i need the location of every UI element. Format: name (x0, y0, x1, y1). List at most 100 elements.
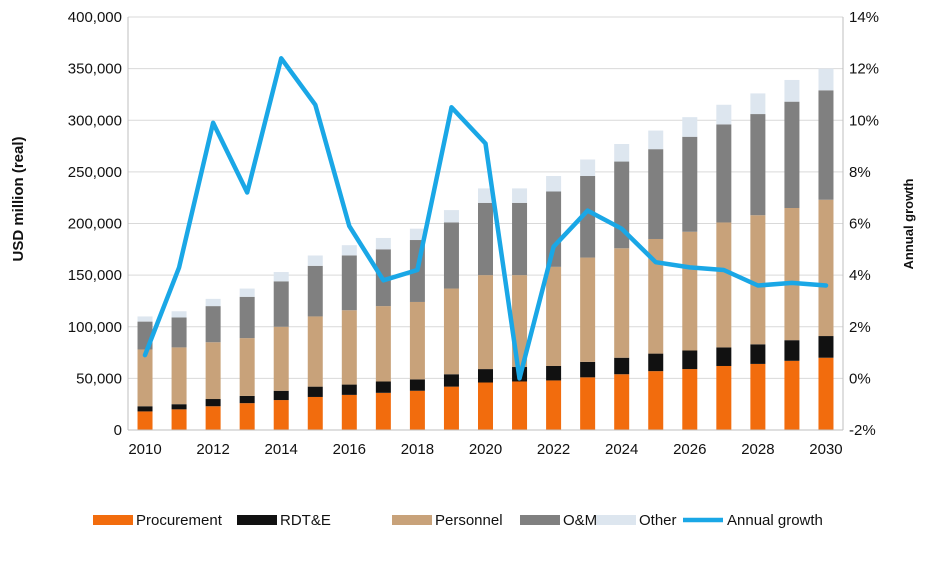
bar-other (648, 130, 664, 150)
bar-rdt-e (716, 347, 732, 366)
legend-label: RDT&E (280, 512, 331, 529)
bar-rdt-e (614, 357, 630, 375)
bar-personnel (648, 238, 664, 354)
y-tick-label: 100,000 (68, 319, 122, 336)
legend-item-o-m: O&M (520, 512, 597, 529)
x-tick-label: 2014 (265, 441, 298, 458)
bar-stack-2010 (137, 316, 153, 430)
x-tick-label: 2026 (673, 441, 706, 458)
bar-procurement (614, 374, 630, 430)
bar-other (137, 316, 153, 322)
bar-stack-2011 (171, 311, 187, 430)
bar-stack-2018 (409, 228, 425, 430)
bar-stack-2020 (478, 188, 493, 430)
legend-swatch (93, 515, 133, 525)
bar-o-m (307, 265, 323, 317)
x-tick-label: 2018 (401, 441, 434, 458)
bar-personnel (375, 306, 391, 382)
bar-personnel (273, 326, 289, 391)
axes (127, 17, 844, 431)
bar-o-m (443, 222, 459, 289)
bar-stack-2013 (239, 288, 255, 430)
y-tick-label: 350,000 (68, 61, 122, 78)
legend-item-annual-growth: Annual growth (683, 512, 823, 529)
bar-stack-2026 (682, 117, 698, 430)
bar-other (171, 311, 187, 318)
bar-stack-2022 (546, 176, 562, 430)
x-tick-label: 2022 (537, 441, 570, 458)
bar-rdt-e (818, 336, 834, 358)
bar-stack-2021 (512, 188, 528, 430)
bar-procurement (784, 360, 800, 430)
bar-procurement (750, 363, 766, 430)
bar-other (784, 79, 800, 102)
y-tick-label: 50,000 (76, 370, 122, 387)
bar-rdt-e (682, 350, 698, 370)
bar-other (512, 188, 528, 203)
bar-stack-2016 (341, 245, 357, 430)
bar-personnel (750, 215, 766, 345)
bar-o-m (171, 317, 187, 348)
x-tick-label: 2010 (128, 441, 161, 458)
bar-other (273, 272, 289, 282)
bar-other (341, 245, 357, 256)
bar-personnel (239, 338, 255, 396)
x-tick-label: 2020 (469, 441, 502, 458)
legend-swatch (596, 515, 636, 525)
bar-procurement (171, 409, 187, 430)
bar-rdt-e (546, 365, 562, 381)
bar-stack-2017 (375, 237, 391, 430)
bar-stack-2029 (784, 79, 800, 430)
bar-o-m (478, 202, 493, 276)
bar-procurement (580, 377, 596, 430)
bar-personnel (409, 301, 425, 380)
x-tick-label: 2028 (741, 441, 774, 458)
bar-other (478, 188, 493, 203)
bar-rdt-e (205, 399, 221, 407)
bar-personnel (546, 266, 562, 366)
bar-personnel (171, 347, 187, 405)
bar-other (614, 143, 630, 162)
bar-procurement (546, 380, 562, 430)
bar-other (716, 104, 732, 125)
bar-personnel (580, 257, 596, 362)
legend-swatch (237, 515, 277, 525)
bar-personnel (341, 310, 357, 385)
legend-label: Annual growth (727, 512, 823, 529)
bar-rdt-e (375, 381, 391, 393)
bar-other (546, 176, 562, 192)
bars (137, 68, 834, 430)
bar-stack-2028 (750, 93, 766, 430)
legend: Procurement RDT&E Personnel O&M Other Annual … (93, 512, 823, 529)
x-tick-label: 2030 (809, 441, 842, 458)
legend-item-personnel: Personnel (392, 512, 503, 529)
bar-personnel (614, 248, 630, 358)
bar-other (307, 255, 323, 266)
bar-stack-2025 (648, 130, 664, 430)
bar-o-m (648, 149, 664, 239)
bar-procurement (205, 406, 221, 430)
legend-swatch (520, 515, 560, 525)
bar-rdt-e (580, 361, 596, 378)
bar-rdt-e (137, 406, 153, 412)
y-tick-label: 200,000 (68, 216, 122, 233)
bar-stack-2024 (614, 143, 630, 430)
bar-personnel (307, 316, 323, 387)
bar-o-m (716, 124, 732, 223)
bar-rdt-e (409, 379, 425, 391)
x-tick-label: 2012 (196, 441, 229, 458)
bar-other (750, 93, 766, 115)
bar-procurement (512, 381, 528, 430)
bar-procurement (307, 396, 323, 430)
bar-procurement (478, 382, 493, 430)
bar-rdt-e (171, 404, 187, 410)
bar-other (409, 228, 425, 241)
bar-procurement (375, 392, 391, 430)
legend-item-other: Other (596, 512, 677, 529)
bar-personnel (478, 275, 493, 370)
bar-other (205, 298, 221, 307)
bar-rdt-e (443, 374, 459, 387)
bar-stack-2027 (716, 104, 732, 430)
y2-tick-label: 8% (849, 164, 871, 181)
